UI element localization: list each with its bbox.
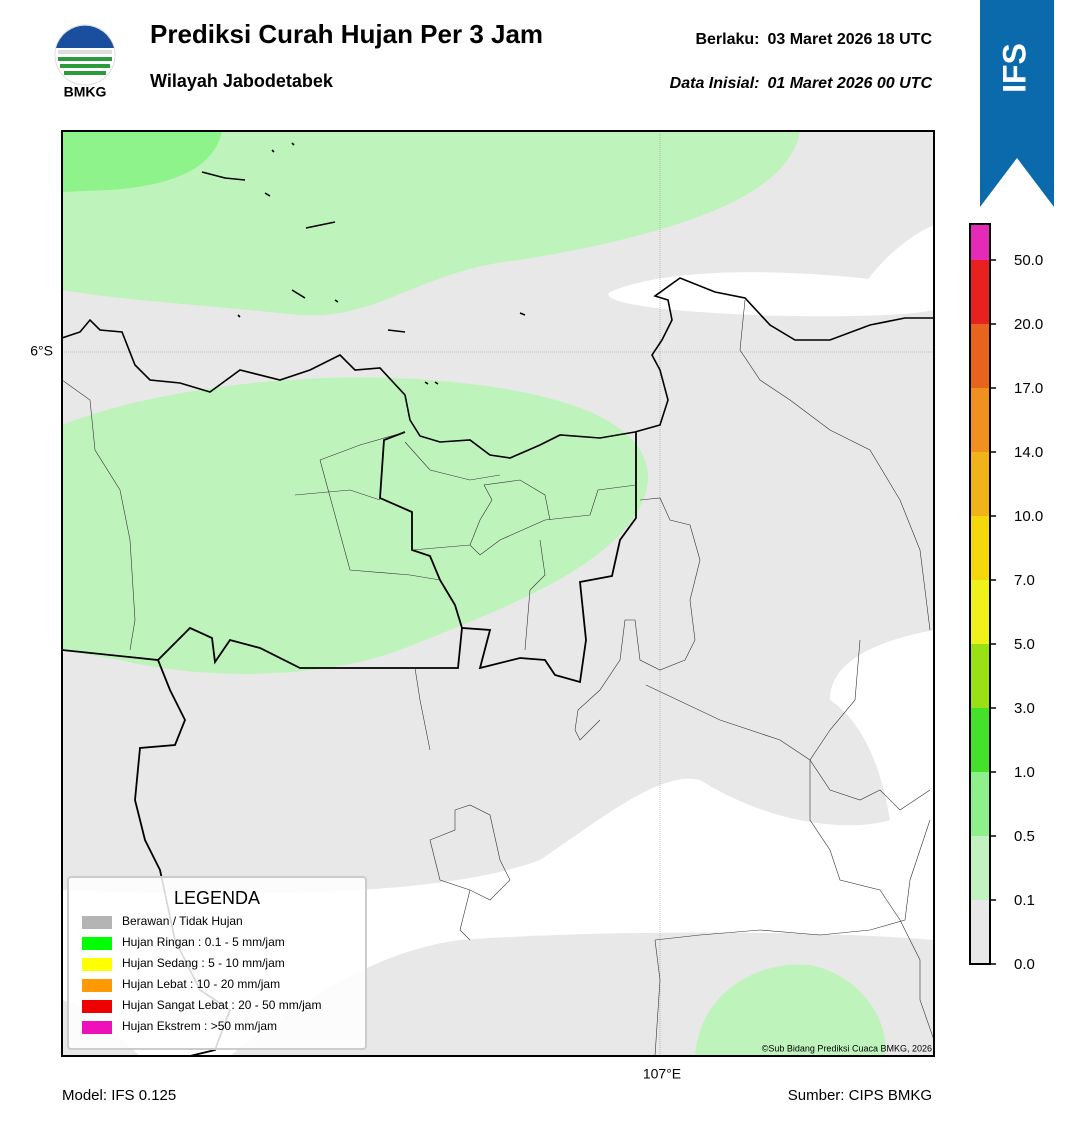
legend-label: Hujan Sedang : 5 - 10 mm/jam [122,956,285,970]
footer-source: Sumber: CIPS BMKG [788,1087,932,1104]
colorbar-tick-label: 20.0 [1014,316,1043,333]
map-frame [61,130,935,1057]
colorbar-frame [969,223,991,965]
colorbar-segment [970,516,990,580]
subtitle: Wilayah Jabodetabek [150,71,334,91]
legend-label: Hujan Lebat : 10 - 20 mm/jam [122,977,280,991]
legend-swatch [82,1000,112,1013]
legend-label: Hujan Sangat Lebat : 20 - 50 mm/jam [122,998,321,1012]
valid-time: Berlaku: 03 Maret 2026 18 UTC [695,31,932,48]
colorbar-tick-label: 17.0 [1014,380,1043,397]
colorbar-tick-label: 0.1 [1014,892,1035,909]
colorbar-tick-label: 50.0 [1014,252,1043,269]
init-time: Data Inisial: 01 Maret 2026 00 UTC [670,75,933,92]
map-area: ©Sub Bidang Prediksi Cuaca BMKG, 2026 [62,131,934,1056]
colorbar-tick-label: 7.0 [1014,572,1035,589]
colorbar-tick-label: 5.0 [1014,636,1035,653]
colorbar-segment [970,452,990,516]
colorbar-tick-label: 10.0 [1014,508,1043,525]
colorbar-segment [970,644,990,708]
legend-label: Hujan Ekstrem : >50 mm/jam [122,1019,277,1033]
valid-value: 03 Maret 2026 18 UTC [767,31,932,48]
legend-swatch [82,979,112,992]
colorbar-segment [970,836,990,900]
colorbar: 0.0 0.1 0.5 1.0 3.0 5.0 7.0 10.0 14.0 17.0 20.0 50.… [969,223,1043,973]
logo-text: BMKG [64,84,107,100]
legend-swatch [82,916,112,929]
colorbar-segment [970,708,990,772]
colorbar-segment [970,580,990,644]
legend-title: LEGENDA [174,888,260,908]
map-credit: ©Sub Bidang Prediksi Cuaca BMKG, 2026 [762,1043,932,1053]
model-ribbon [980,0,1054,207]
colorbar-tick-label: 0.0 [1014,956,1035,973]
colorbar-segment [970,388,990,452]
colorbar-segment [970,324,990,388]
colorbar-segment [970,260,990,324]
lat-label: 6°S [30,343,53,359]
colorbar-tick-label: 1.0 [1014,764,1035,781]
init-value: 01 Maret 2026 00 UTC [767,75,932,92]
colorbar-segment [970,900,990,964]
legend: LEGENDA Berawan / Tidak Hujan Hujan Ringa… [67,876,367,1050]
legend-swatch [82,1021,112,1034]
lon-label: 107°E [643,1066,681,1082]
footer-model: Model: IFS 0.125 [62,1087,176,1104]
legend-label: Berawan / Tidak Hujan [122,914,243,928]
init-label: Data Inisial: [670,75,760,92]
colorbar-segment [970,224,990,260]
legend-swatch [82,958,112,971]
valid-label: Berlaku: [695,31,759,48]
colorbar-tick-label: 14.0 [1014,444,1043,461]
title: Prediksi Curah Hujan Per 3 Jam [150,19,543,49]
colorbar-tick-label: 3.0 [1014,700,1035,717]
logo: BMKG [54,24,116,100]
legend-label: Hujan Ringan : 0.1 - 5 mm/jam [122,935,285,949]
colorbar-tick-label: 0.5 [1014,828,1035,845]
colorbar-segment [970,772,990,836]
model-badge: IFS [996,43,1032,93]
legend-swatch [82,937,112,950]
